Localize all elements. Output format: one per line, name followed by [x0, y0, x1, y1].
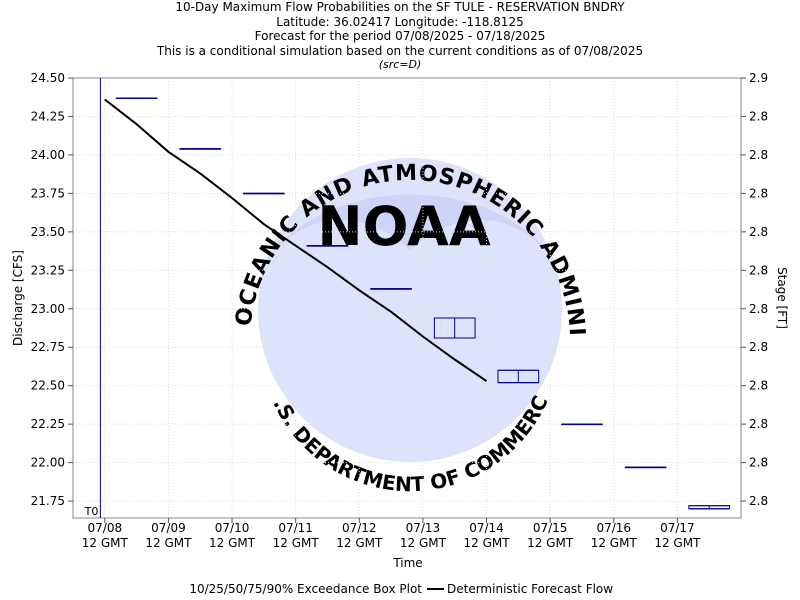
- x-tick-date: 07/13: [406, 521, 441, 535]
- y-tick-label-right: 2.8: [749, 417, 768, 431]
- y-tick-label: 24.25: [31, 109, 65, 123]
- legend-boxplot-label: 10/25/50/75/90% Exceedance Box Plot: [189, 582, 422, 596]
- x-tick-date: 07/10: [215, 521, 250, 535]
- y-axis-right: 2.8 2.8 2.8 2.8 2.8 2.8 2.8 2.8 2.8 2.8 2.8 2.9: [741, 71, 768, 508]
- y-tick-label-right: 2.8: [749, 186, 768, 200]
- y-tick-label: 24.00: [31, 148, 65, 162]
- x-tick-time: 12 GMT: [463, 536, 510, 550]
- x-tick-time: 12 GMT: [82, 536, 129, 550]
- noaa-watermark: NOAA NATIONAL OCEANIC AND ATMOSPHERIC AD…: [0, 0, 588, 496]
- x-tick-time: 12 GMT: [145, 536, 192, 550]
- y-tick-label-right: 2.8: [749, 302, 768, 316]
- x-tick-time: 12 GMT: [654, 536, 701, 550]
- x-tick-time: 12 GMT: [400, 536, 447, 550]
- noaa-logo-text: NOAA: [317, 195, 490, 258]
- simulation-note: This is a conditional simulation based o…: [156, 43, 644, 58]
- x-tick-time: 12 GMT: [209, 536, 256, 550]
- y-tick-label: 21.75: [31, 494, 65, 508]
- x-tick-time: 12 GMT: [273, 536, 320, 550]
- x-tick-date: 07/12: [342, 521, 377, 535]
- forecast-flow-line: [104, 98, 488, 382]
- source-label: (src=D): [378, 58, 422, 71]
- x-tick-date: 07/17: [660, 521, 695, 535]
- x-tick-date: 07/09: [151, 521, 186, 535]
- y-tick-label: 22.75: [31, 340, 65, 354]
- y-tick-label: 24.50: [31, 71, 65, 85]
- y-axis-label: Discharge [CFS]: [11, 250, 25, 346]
- y-tick-label-right: 2.9: [749, 71, 768, 85]
- x-tick-time: 12 GMT: [336, 536, 383, 550]
- y-tick-label: 22.50: [31, 379, 65, 393]
- plot-frame: [72, 77, 742, 519]
- y-tick-label-right: 2.8: [749, 225, 768, 239]
- x-tick-date: 07/16: [596, 521, 631, 535]
- noaa-logo-bird: [262, 194, 560, 268]
- t0-label: T0: [84, 505, 99, 518]
- x-tick-date: 07/14: [469, 521, 504, 535]
- y-tick-label-right: 2.8: [749, 379, 768, 393]
- y-tick-label-right: 2.8: [749, 340, 768, 354]
- y-axis-left: 21.75 22.00 22.25 22.50 22.75 23.00 23.25 23.50…: [31, 71, 73, 508]
- chart-header: 10-Day Maximum Flow Probabilities on the…: [0, 0, 800, 73]
- y-axis-label-right: Stage [FT]: [775, 267, 789, 329]
- y-tick-label-right: 2.8: [749, 494, 768, 508]
- y-tick-label-right: 2.8: [749, 109, 768, 123]
- y-tick-label-right: 2.8: [749, 263, 768, 277]
- location-coordinates: Latitude: 36.02417 Longitude: -118.8125: [276, 14, 524, 29]
- y-tick-label: 22.00: [31, 456, 65, 470]
- forecast-period: Forecast for the period 07/08/2025 - 07/…: [254, 29, 546, 43]
- y-tick-label-right: 2.8: [749, 148, 768, 162]
- y-tick-label: 23.75: [31, 186, 65, 200]
- y-tick-label: 23.25: [31, 263, 65, 277]
- y-tick-label: 23.50: [31, 225, 65, 239]
- y-tick-label: 22.25: [31, 417, 65, 431]
- x-tick-date: 07/11: [278, 521, 313, 535]
- x-axis-label: Time: [392, 556, 422, 570]
- chart-title: 10-Day Maximum Flow Probabilities on the…: [175, 0, 625, 14]
- x-tick-time: 12 GMT: [527, 536, 574, 550]
- legend-forecast-label: Deterministic Forecast Flow: [447, 582, 613, 596]
- box-plots: [115, 97, 731, 510]
- x-tick-date: 07/08: [88, 521, 123, 535]
- y-tick-label: 23.00: [31, 302, 65, 316]
- y-tick-label-right: 2.8: [749, 456, 768, 470]
- x-tick-date: 07/15: [533, 521, 568, 535]
- legend: 10/25/50/75/90% Exceedance Box Plot Dete…: [189, 582, 613, 596]
- x-tick-time: 12 GMT: [591, 536, 638, 550]
